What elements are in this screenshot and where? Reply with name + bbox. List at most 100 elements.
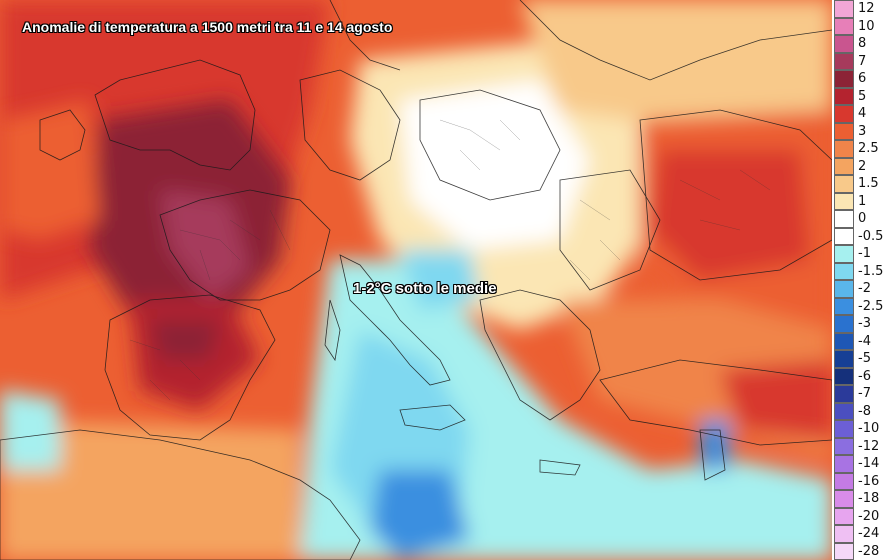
legend-label: 2.5: [858, 141, 879, 156]
legend-label: -16: [858, 473, 880, 489]
legend-label: 1.5: [858, 176, 879, 191]
legend-item: -2.5: [832, 297, 887, 315]
map-annotation: 1-2°C sotto le medie: [353, 280, 497, 297]
legend-swatch: [834, 402, 854, 420]
legend-item: -14: [832, 455, 887, 473]
legend-item: 5: [832, 87, 887, 105]
legend-item: -5: [832, 350, 887, 368]
anomaly-field: [0, 0, 832, 560]
legend-label: 7: [858, 53, 867, 69]
legend-label: -4: [858, 333, 871, 349]
legend-swatch: [834, 297, 854, 315]
legend-item: 3: [832, 122, 887, 140]
legend-label: 1: [858, 193, 867, 209]
legend-swatch: [834, 367, 854, 385]
legend-item: -18: [832, 490, 887, 508]
legend-label: -2: [858, 281, 871, 296]
country-borders: [0, 0, 832, 560]
legend-label: -1: [858, 246, 871, 261]
legend-swatch: [834, 105, 854, 123]
legend-swatch: [834, 280, 854, 298]
map-title: Anomalie di temperatura a 1500 metri tra…: [22, 19, 393, 35]
legend-label: -12: [858, 438, 880, 454]
legend-swatch: [834, 17, 854, 35]
legend-item: 2: [832, 157, 887, 175]
legend-swatch: [834, 52, 854, 70]
legend-swatch: [834, 210, 854, 228]
legend-swatch: [834, 70, 854, 88]
legend-label: -28: [858, 543, 880, 559]
legend-item: 6: [832, 70, 887, 88]
legend-item: -28: [832, 542, 887, 560]
legend-label: -2.5: [858, 298, 884, 314]
legend-label: -8: [858, 403, 871, 419]
legend-item: -1: [832, 245, 887, 263]
legend-swatch: [834, 227, 854, 245]
legend-swatch: [834, 245, 854, 263]
legend-label: -1.5: [858, 263, 884, 279]
legend-swatch: [834, 525, 854, 543]
temperature-anomaly-map: [0, 0, 832, 560]
region-borders: [129, 119, 771, 401]
legend-label: 6: [858, 71, 867, 86]
legend-label: 0: [858, 211, 867, 226]
legend-label: 5: [858, 88, 867, 104]
legend-label: 12: [858, 1, 875, 16]
legend-swatch: [834, 472, 854, 490]
legend-item: -7: [832, 385, 887, 403]
legend-label: -14: [858, 456, 880, 471]
legend-label: 8: [858, 36, 867, 51]
legend-item: 10: [832, 17, 887, 35]
legend-item: 8: [832, 35, 887, 53]
legend-label: -3: [858, 316, 871, 331]
legend-item: 1: [832, 192, 887, 210]
legend-label: -5: [858, 351, 871, 366]
legend-swatch: [834, 175, 854, 193]
legend-label: 4: [858, 106, 867, 121]
legend-swatch: [834, 332, 854, 350]
legend-swatch: [834, 420, 854, 438]
legend-swatch: [834, 122, 854, 140]
legend-item: 0: [832, 210, 887, 228]
legend-label: -18: [858, 491, 880, 506]
legend-swatch: [834, 0, 854, 18]
legend-item: -16: [832, 472, 887, 490]
legend-swatch: [834, 315, 854, 333]
legend-label: 2: [858, 158, 867, 174]
legend-swatch: [834, 35, 854, 53]
legend-item: 7: [832, 52, 887, 70]
legend-item: -1.5: [832, 262, 887, 280]
legend-item: 12: [832, 0, 887, 18]
color-legend: 12 10 8 7 6 5 4 3 2.5 2 1.5 1 0 -0.5 -1 -1.5 -2 -2.5 -3 -4-…: [832, 0, 887, 560]
legend-swatch: [834, 385, 854, 403]
legend-item: -3: [832, 315, 887, 333]
legend-swatch: [834, 437, 854, 455]
legend-item: -4: [832, 332, 887, 350]
legend-swatch: [834, 490, 854, 508]
legend-swatch: [834, 507, 854, 525]
legend-label: 3: [858, 123, 867, 139]
legend-swatch: [834, 87, 854, 105]
legend-swatch: [834, 542, 854, 560]
legend-swatch: [834, 350, 854, 368]
legend-item: -24: [832, 525, 887, 543]
legend-label: -20: [858, 508, 880, 524]
legend-label: -24: [858, 526, 880, 541]
legend-item: -6: [832, 367, 887, 385]
legend-item: 2.5: [832, 140, 887, 158]
legend-label: -10: [858, 421, 880, 436]
legend-item: -0.5: [832, 227, 887, 245]
legend-item: -10: [832, 420, 887, 438]
legend-item: -12: [832, 437, 887, 455]
legend-label: -7: [858, 386, 871, 401]
legend-label: -6: [858, 368, 871, 384]
legend-swatch: [834, 262, 854, 280]
legend-label: -0.5: [858, 228, 884, 244]
legend-item: -2: [832, 280, 887, 298]
legend-item: 4: [832, 105, 887, 123]
legend-item: -8: [832, 402, 887, 420]
legend-swatch: [834, 140, 854, 158]
legend-swatch: [834, 157, 854, 175]
legend-item: -20: [832, 507, 887, 525]
